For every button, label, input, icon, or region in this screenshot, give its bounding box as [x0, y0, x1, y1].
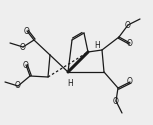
Text: O: O: [15, 82, 21, 90]
Text: O: O: [125, 20, 131, 30]
Text: H: H: [67, 78, 73, 88]
Text: O: O: [23, 60, 29, 70]
Text: O: O: [127, 38, 133, 48]
Text: O: O: [113, 96, 119, 106]
Text: O: O: [127, 78, 133, 86]
Text: H: H: [94, 40, 100, 50]
Text: O: O: [24, 26, 30, 36]
Text: O: O: [20, 42, 26, 51]
